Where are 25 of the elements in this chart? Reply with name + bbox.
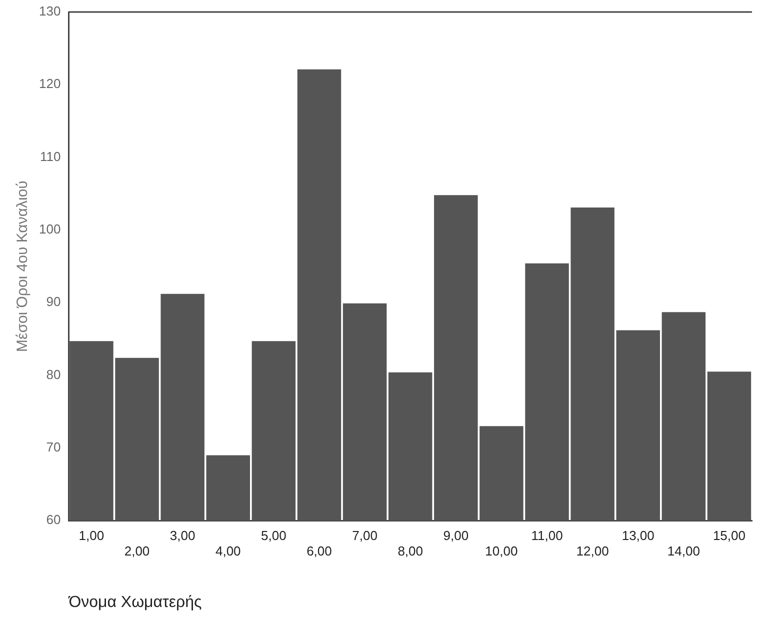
- y-tick-label: 60: [46, 512, 61, 528]
- y-tick-label: 90: [46, 294, 61, 310]
- y-axis-title: Μέσοι Όροι 4ου Καναλιού: [14, 180, 32, 352]
- x-tick-label: 3,00: [170, 528, 196, 543]
- x-tick-label: 1,00: [78, 528, 104, 543]
- y-tick-label: 120: [38, 76, 61, 92]
- x-tick-label: 2,00: [124, 544, 150, 559]
- x-tick-label: 6,00: [306, 544, 332, 559]
- x-tick-label: 5,00: [261, 528, 286, 543]
- y-tick-label: 100: [38, 222, 61, 237]
- y-tick-label: 130: [38, 4, 61, 19]
- x-tick-label: 10,00: [485, 544, 518, 559]
- x-tick-label: 12,00: [576, 544, 609, 559]
- x-axis-title: Όνομα Χωματερής: [68, 594, 202, 611]
- x-tick-label: 9,00: [443, 528, 469, 543]
- x-tick-label: 11,00: [531, 528, 563, 543]
- y-tick-label: 80: [46, 366, 61, 382]
- x-tick-label: 14,00: [667, 544, 700, 559]
- x-tick-label: 8,00: [398, 544, 423, 559]
- y-tick-label: 110: [40, 148, 61, 164]
- y-tick-label: 70: [46, 440, 61, 455]
- x-tick-label: 4,00: [215, 544, 241, 559]
- x-tick-label: 7,00: [352, 528, 378, 543]
- x-tick-label: 13,00: [622, 528, 654, 543]
- x-tick-label: 15,00: [712, 528, 746, 543]
